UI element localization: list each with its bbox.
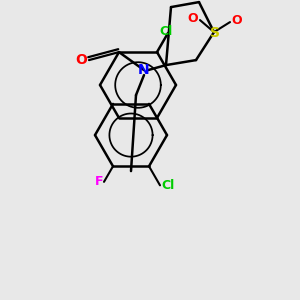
Text: O: O: [75, 53, 87, 67]
Text: Cl: Cl: [161, 179, 175, 192]
Text: S: S: [210, 26, 220, 40]
Text: O: O: [232, 14, 242, 27]
Text: F: F: [95, 176, 103, 188]
Text: N: N: [138, 63, 150, 77]
Text: O: O: [188, 12, 198, 25]
Text: Cl: Cl: [159, 25, 172, 38]
